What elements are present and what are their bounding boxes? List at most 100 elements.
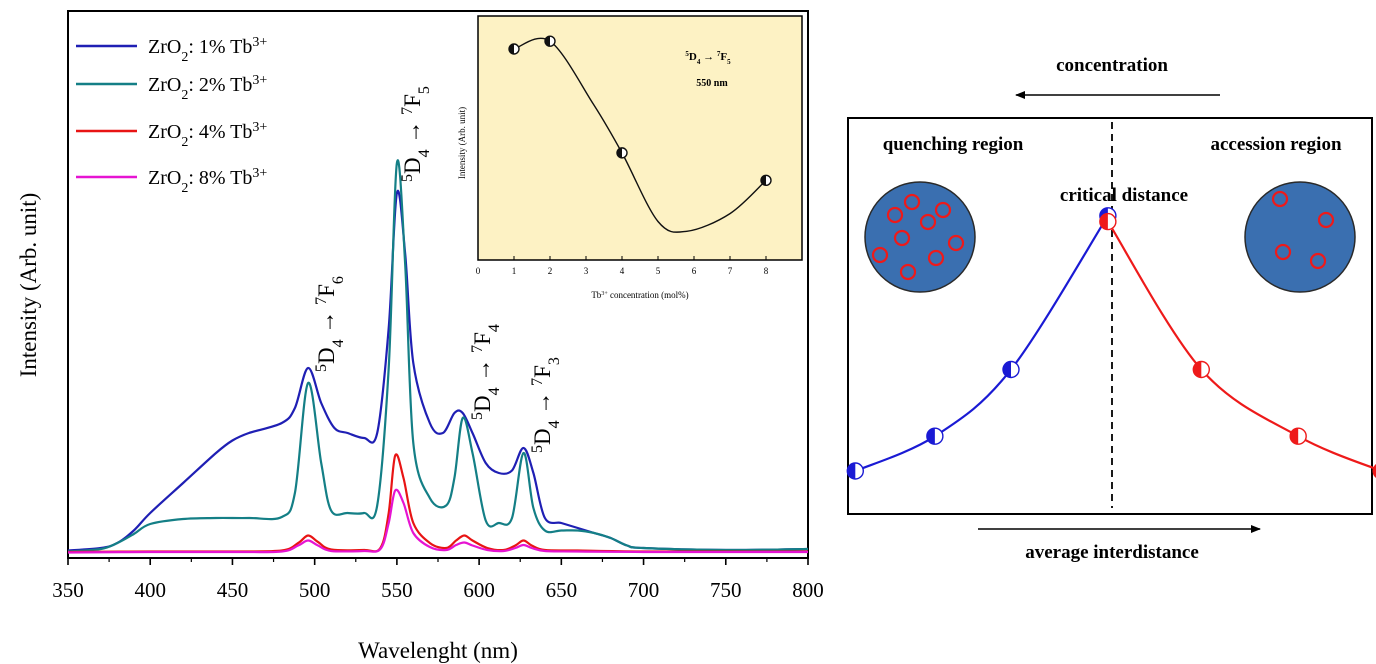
quenching-ion-8 [927, 249, 945, 267]
peak-label-term2: F [530, 365, 555, 378]
peak-label-upper: 5 [313, 364, 330, 372]
accession-point-4 [1372, 464, 1376, 478]
peak-label-term: D [314, 347, 339, 364]
peak-label-upper: 5 [469, 412, 486, 420]
peak-label-sub: 4 [546, 420, 563, 428]
legend-entry-name: ZrO [148, 121, 181, 143]
inset-point-3 [616, 147, 628, 159]
spectrum-series-line-4 [67, 488, 809, 554]
schematic-curves [854, 215, 1376, 473]
peak-label-sub2: 3 [546, 357, 563, 365]
legend-entry-concentration: : 2% Tb [188, 74, 252, 96]
quenching-ion-1 [886, 206, 904, 224]
inset-point-4-fill [761, 175, 766, 186]
accession-point-2-fill [1193, 361, 1202, 378]
peak-label-4: 5D4 → 7F4 [469, 324, 503, 420]
quenching-ion-6 [871, 246, 889, 264]
peak-label-term2: F [400, 94, 425, 107]
legend-entry-3: ZrO2: 4% Tb3+ [148, 120, 267, 150]
peak-label-term: D [400, 157, 425, 174]
peak-label-term2: F [314, 284, 339, 297]
accession-curve [1106, 221, 1376, 471]
spectrum-series-line-3 [67, 453, 809, 554]
peak-label-6: 5D4 → 7F6 [313, 276, 347, 372]
inset-x-tick-label: 1 [512, 266, 517, 276]
accession-point-3 [1289, 427, 1307, 445]
quenching-ion-3 [934, 201, 952, 219]
peak-label-sub2: 4 [486, 324, 503, 332]
peak-label-upper2: 7 [529, 378, 546, 386]
inset-point-1 [508, 43, 520, 55]
inset-fit-curve [513, 37, 767, 233]
legend-entry-subscript: 2 [181, 50, 188, 65]
peak-label-term2: F [470, 332, 495, 345]
inset-x-tick-label: 8 [764, 266, 769, 276]
legend-entry-4: ZrO2: 8% Tb3+ [148, 166, 267, 196]
quenching-region-label: quenching region [883, 134, 1024, 155]
quenching-ion-2 [903, 193, 921, 211]
quenching-point-1-fill [847, 463, 856, 479]
peak-label-upper2: 7 [399, 107, 416, 115]
spectrum-x-tick-label: 600 [463, 578, 495, 602]
inset-transition-label: 5D4 → 7F5 [685, 50, 731, 66]
spectrum-x-axis: 350 400 450 500 550 600 650 700 750 800 [52, 558, 824, 602]
inset-plot-frame [477, 15, 803, 261]
inset-points [508, 35, 772, 187]
concentration-label: concentration [1056, 55, 1168, 76]
peak-label-arrow: → [314, 305, 339, 340]
accession-point-1-fill [1099, 213, 1108, 230]
inset-label-term: D [689, 51, 697, 63]
peak-label-5: 5D4 → 7F5 [399, 86, 433, 182]
accession-point-4-fill [1373, 465, 1376, 477]
peak-label-sub: 4 [416, 149, 433, 157]
accession-region-label: accession region [1210, 134, 1341, 155]
peak-label-sub: 4 [486, 387, 503, 395]
accession-ion-2 [1317, 211, 1335, 229]
legend-entry-subscript: 2 [181, 88, 188, 103]
spectrum-x-tick-label: 400 [134, 578, 166, 602]
inset-x-tick-label: 6 [692, 266, 697, 276]
inset-point-2-fill [545, 36, 550, 47]
accession-point-2 [1192, 360, 1211, 379]
accession-point-3-fill [1290, 428, 1299, 445]
inset-point-4 [760, 174, 772, 187]
legend-entry-2: ZrO2: 2% Tb3+ [148, 73, 267, 103]
peak-label-upper2: 7 [469, 345, 486, 353]
quenching-point-3 [1002, 360, 1020, 379]
peak-label-arrow: → [530, 386, 555, 421]
spectrum-x-tick-label: 550 [381, 578, 413, 602]
inset-wavelength-label: 550 nm [696, 78, 728, 89]
inset-x-axis-label: Tb3+ concentration (mol%) [591, 290, 688, 300]
quenching-ion-7 [947, 234, 965, 252]
inset-point-1-fill [509, 44, 514, 54]
spectrum-y-axis-label: Intensity (Arb. unit) [16, 193, 41, 378]
inset-x-axis: 0 1 2 3 4 5 6 7 8 [476, 256, 769, 276]
accession-ion-1 [1271, 190, 1289, 208]
peak-label-term: D [530, 428, 555, 445]
legend-entry-concentration: : 8% Tb [188, 167, 252, 189]
inset-label-arrow: → [700, 51, 717, 63]
inset-fit-line [513, 37, 767, 233]
spectrum-x-tick-label: 450 [217, 578, 249, 602]
peak-label-arrow: → [400, 115, 425, 150]
quenching-point-1 [846, 462, 864, 480]
spectrum-series [67, 159, 809, 554]
peak-label-sub2: 6 [330, 276, 347, 284]
inset-x-tick-label: 2 [548, 266, 553, 276]
spectrum-x-axis-label: Wavelenght (nm) [358, 638, 518, 663]
spectrum-series-line-2 [67, 159, 809, 553]
inset-x-tick-label: 0 [476, 266, 481, 276]
inset-label-upper: 5 [685, 50, 689, 58]
quenching-point-2 [926, 427, 944, 445]
inset-label-upper2: 7 [717, 50, 721, 58]
schematic-diagram: concentration quenching region accession… [846, 55, 1376, 563]
interdistance-label: average interdistance [1025, 542, 1199, 563]
legend-entry-name: ZrO [148, 167, 181, 189]
schematic-points [846, 207, 1376, 480]
legend-entry-superscript: 3+ [252, 120, 267, 135]
spectrum-x-tick-label: 650 [546, 578, 578, 602]
inset-x-tick-label: 4 [620, 266, 625, 276]
legend-entry-name: ZrO [148, 36, 181, 58]
